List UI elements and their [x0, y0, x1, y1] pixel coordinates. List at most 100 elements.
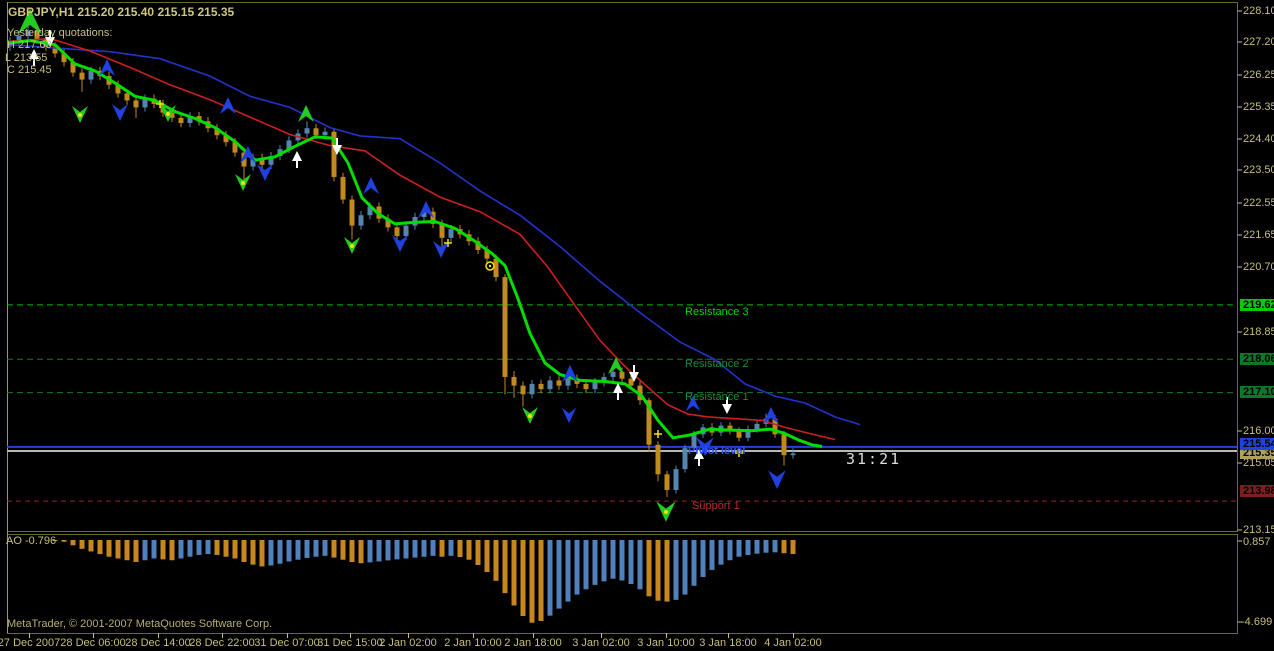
ao-bar	[214, 540, 220, 555]
candle-body	[610, 371, 616, 377]
candle-body	[529, 383, 535, 395]
candle-body	[736, 430, 742, 438]
ao-bar	[115, 540, 121, 559]
ao-bar	[529, 540, 535, 623]
ao-bar	[421, 540, 427, 557]
ao-bar	[295, 540, 301, 560]
ao-bar	[520, 540, 526, 617]
ao-bar	[286, 540, 292, 562]
ao-bar	[169, 540, 175, 561]
ao-bar	[538, 540, 544, 621]
candle-body	[16, 36, 22, 42]
ao-bar	[619, 540, 625, 581]
candle-body	[691, 434, 697, 449]
yellow-circle-icon	[485, 261, 495, 271]
price-tick-label: 222.55	[1243, 197, 1274, 209]
yellow-dot-icon	[528, 414, 532, 418]
ao-bar	[772, 540, 778, 553]
candle-body	[178, 117, 184, 124]
candle-body	[502, 277, 508, 377]
blue-up-arrow-icon	[220, 97, 236, 114]
candle-body	[61, 53, 67, 63]
blue-down-arrow-icon	[257, 164, 273, 181]
candle-body	[52, 46, 58, 54]
horizontal-levels	[7, 304, 1237, 502]
ao-bar	[646, 540, 652, 597]
candle-body	[628, 378, 634, 386]
white-up-arrow-icon	[694, 449, 704, 459]
blue-up-arrow-icon	[240, 146, 256, 163]
ao-bar	[754, 540, 760, 554]
ao-bar	[331, 540, 337, 558]
ao-bar	[637, 540, 643, 590]
candle-body	[358, 215, 364, 226]
ao-bar	[682, 540, 688, 595]
candle-body	[286, 140, 292, 150]
candle-body	[394, 227, 400, 237]
price-tick-label: 218.85	[1243, 326, 1274, 338]
ao-bar	[736, 540, 742, 557]
candle-body	[223, 135, 229, 143]
ao-bar	[259, 540, 265, 567]
candle-body	[520, 385, 526, 395]
white-down-arrow-icon	[722, 404, 732, 414]
time-tick-label: 31 Dec 07:00	[254, 637, 320, 649]
blue-down-arrow-icon	[696, 437, 714, 456]
white-up-arrow-icon	[613, 383, 623, 393]
candle-body	[367, 206, 373, 216]
candle-body	[574, 378, 580, 384]
candle-body	[781, 434, 787, 456]
ao-bar	[70, 540, 76, 546]
ao-bar	[97, 540, 103, 555]
white-up-arrow-icon	[292, 151, 302, 161]
ao-bar	[781, 540, 787, 554]
time-tick-label: 2 Jan 18:00	[504, 637, 562, 649]
time-tick-label: 28 Dec 14:00	[125, 637, 191, 649]
price-highlight-label: 215.54	[1240, 438, 1274, 450]
candle-body	[25, 30, 31, 37]
ao-bar	[187, 540, 193, 557]
time-tick-label: 28 Dec 22:00	[189, 637, 255, 649]
ao-bar	[763, 540, 769, 553]
candle-body	[790, 453, 796, 456]
candle-body	[250, 157, 256, 167]
price-tick-label: 215.05	[1243, 457, 1274, 469]
blue-down-arrow-icon	[768, 470, 786, 489]
ao-bar	[88, 540, 94, 552]
ao-bar	[655, 540, 661, 601]
candle-body	[475, 241, 481, 250]
candle-body	[142, 98, 148, 108]
candle-body	[421, 211, 427, 217]
price-tick-label: 213.15	[1243, 524, 1274, 536]
ao-bar	[142, 540, 148, 561]
candle-body	[511, 376, 517, 386]
candle-body	[304, 128, 310, 134]
ao-bar	[349, 540, 355, 562]
price-tick-label: 226.25	[1243, 69, 1274, 81]
price-tick-label: 224.40	[1243, 133, 1274, 145]
ao-bar	[664, 540, 670, 602]
ao-bar	[232, 540, 238, 559]
candle-body	[772, 418, 778, 435]
time-tick-label: 2 Jan 10:00	[444, 637, 502, 649]
ao-bar	[151, 540, 157, 559]
ao-bar	[727, 540, 733, 561]
white-down-arrow-icon	[332, 145, 342, 155]
ao-bar	[493, 540, 499, 581]
candle-body	[583, 383, 589, 390]
time-tick-label: 27 Dec 2007	[0, 637, 61, 649]
candle-body	[232, 142, 238, 153]
ao-bar	[106, 540, 112, 557]
ao-bar	[790, 540, 796, 555]
candle-body	[547, 380, 553, 390]
candle-body	[682, 448, 688, 470]
candle-body	[565, 378, 571, 386]
ao-bar	[205, 540, 211, 555]
ao-bar	[466, 540, 472, 560]
ma-red-line	[9, 37, 836, 441]
ao-bar	[178, 540, 184, 559]
candle-body	[673, 469, 679, 490]
candle-body	[340, 176, 346, 200]
candle-body	[385, 218, 391, 228]
